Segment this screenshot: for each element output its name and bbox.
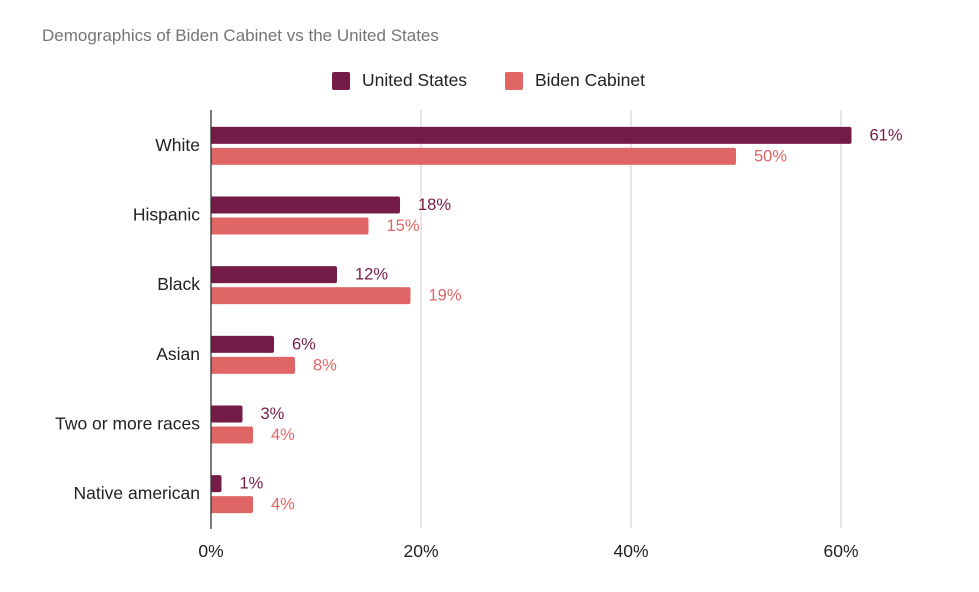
bar-end-cap xyxy=(238,405,243,423)
data-label: 1% xyxy=(240,475,264,493)
bar xyxy=(211,496,251,514)
bar-end-cap xyxy=(396,196,400,214)
data-label: 6% xyxy=(292,335,316,353)
bar-end-cap xyxy=(732,147,736,165)
y-category-label: Hispanic xyxy=(133,205,200,225)
x-tick-label: 40% xyxy=(613,541,648,561)
bar-end-cap xyxy=(249,426,253,444)
bar-end-cap xyxy=(217,475,222,493)
y-category-label: Two or more races xyxy=(55,414,200,434)
data-label: 15% xyxy=(387,217,420,235)
y-category-label: White xyxy=(155,135,200,155)
data-label: 19% xyxy=(429,287,462,305)
data-label: 4% xyxy=(271,496,295,514)
y-category-label: Black xyxy=(157,274,200,294)
y-category-label: Asian xyxy=(156,344,200,364)
bar-end-cap xyxy=(249,496,253,514)
bar-end-cap xyxy=(270,335,274,353)
bar-end-cap xyxy=(847,126,852,144)
bar-end-cap xyxy=(291,356,295,374)
data-label: 50% xyxy=(754,147,787,165)
legend-swatch-biden-cabinet xyxy=(505,71,523,90)
x-tick-label: 20% xyxy=(403,541,438,561)
bar xyxy=(211,475,220,493)
legend-label-biden-cabinet: Biden Cabinet xyxy=(535,70,645,90)
data-label: 18% xyxy=(418,196,451,214)
data-label: 4% xyxy=(271,426,295,444)
x-tick-label: 60% xyxy=(823,541,858,561)
data-label: 61% xyxy=(870,126,903,144)
legend-item-biden-cabinet: Biden Cabinet xyxy=(505,70,645,91)
y-category-label: Native american xyxy=(74,483,200,503)
bar-end-cap xyxy=(406,287,411,305)
legend: United States Biden Cabinet xyxy=(0,66,979,96)
bar xyxy=(211,426,251,444)
bar xyxy=(211,287,409,305)
bar-end-cap xyxy=(333,266,337,284)
bar xyxy=(211,356,293,374)
bar xyxy=(211,147,734,165)
bar-end-cap xyxy=(364,217,369,235)
bar xyxy=(211,266,335,284)
chart-title: Demographics of Biden Cabinet vs the Uni… xyxy=(42,26,439,45)
legend-label-united-states: United States xyxy=(362,70,468,90)
x-tick-label: 0% xyxy=(198,541,223,561)
bar xyxy=(211,196,398,214)
data-label: 12% xyxy=(355,266,388,284)
bar xyxy=(211,405,241,423)
legend-swatch-united-states xyxy=(332,71,350,90)
legend-item-united-states: United States xyxy=(332,70,467,91)
data-label: 3% xyxy=(261,405,285,423)
bar xyxy=(211,335,272,353)
data-label: 8% xyxy=(313,356,337,374)
bar xyxy=(211,217,367,235)
bar xyxy=(211,126,850,144)
